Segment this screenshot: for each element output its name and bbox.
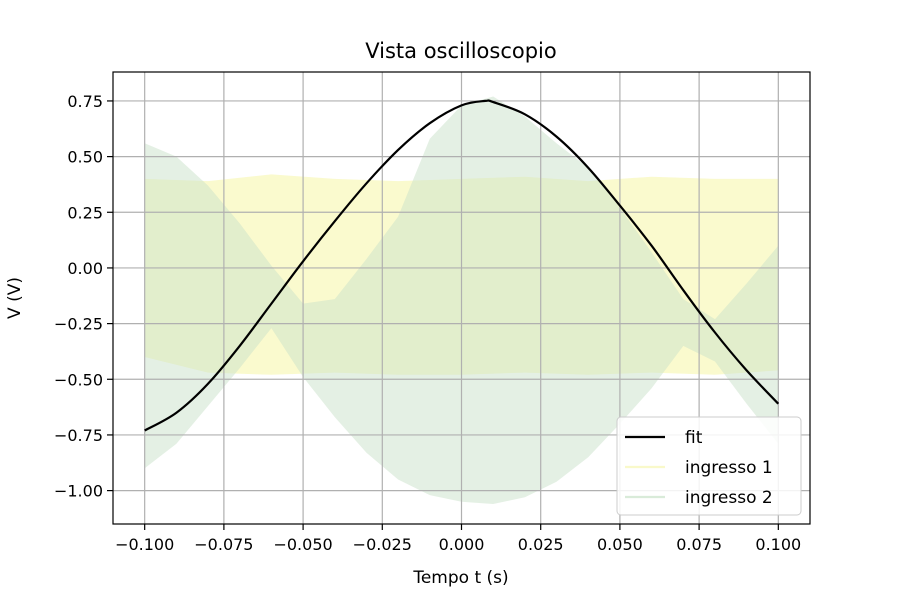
y-tick-label: −0.25 — [54, 315, 103, 334]
legend-box — [616, 416, 802, 516]
y-tick-label: −1.00 — [54, 482, 103, 501]
x-tick-label: −0.100 — [115, 535, 174, 554]
y-tick-label: −0.50 — [54, 370, 103, 389]
y-tick-label: −0.75 — [54, 426, 103, 445]
x-tick-label: −0.025 — [353, 535, 412, 554]
legend: fit ingresso 1 ingresso 2 — [616, 416, 802, 516]
x-tick-label: 0.000 — [439, 535, 485, 554]
x-axis-title: Tempo t (s) — [412, 568, 508, 588]
y-tick-label: 0.00 — [67, 259, 103, 278]
y-tick-label: 0.50 — [67, 148, 103, 167]
y-axis-title: V (V) — [5, 277, 25, 319]
x-tick-label: −0.075 — [194, 535, 253, 554]
x-tick-label: −0.050 — [273, 535, 332, 554]
x-tick-label: 0.075 — [676, 535, 722, 554]
y-tick-label: 0.75 — [67, 92, 103, 111]
series-line-fit — [144, 99, 780, 432]
x-tick-label: 0.025 — [518, 535, 564, 554]
legend-label: fit — [685, 428, 703, 448]
y-tick-label: 0.25 — [67, 203, 103, 222]
lines-layer — [144, 99, 780, 432]
grid-layer — [113, 72, 810, 524]
x-tick-label: 0.100 — [755, 535, 801, 554]
x-axis-ticks: −0.100 −0.075 −0.050 −0.025 0.000 0.025 0.050 0… — [115, 524, 801, 554]
y-axis-ticks: 0.75 0.50 0.25 0.00 −0.25 −0.50 −0.75 −1.00 — [54, 92, 113, 501]
chart-title: Vista oscilloscopio — [365, 39, 557, 63]
legend-label: ingresso 1 — [685, 458, 773, 478]
legend-label: ingresso 2 — [685, 488, 773, 508]
x-tick-label: 0.050 — [597, 535, 643, 554]
